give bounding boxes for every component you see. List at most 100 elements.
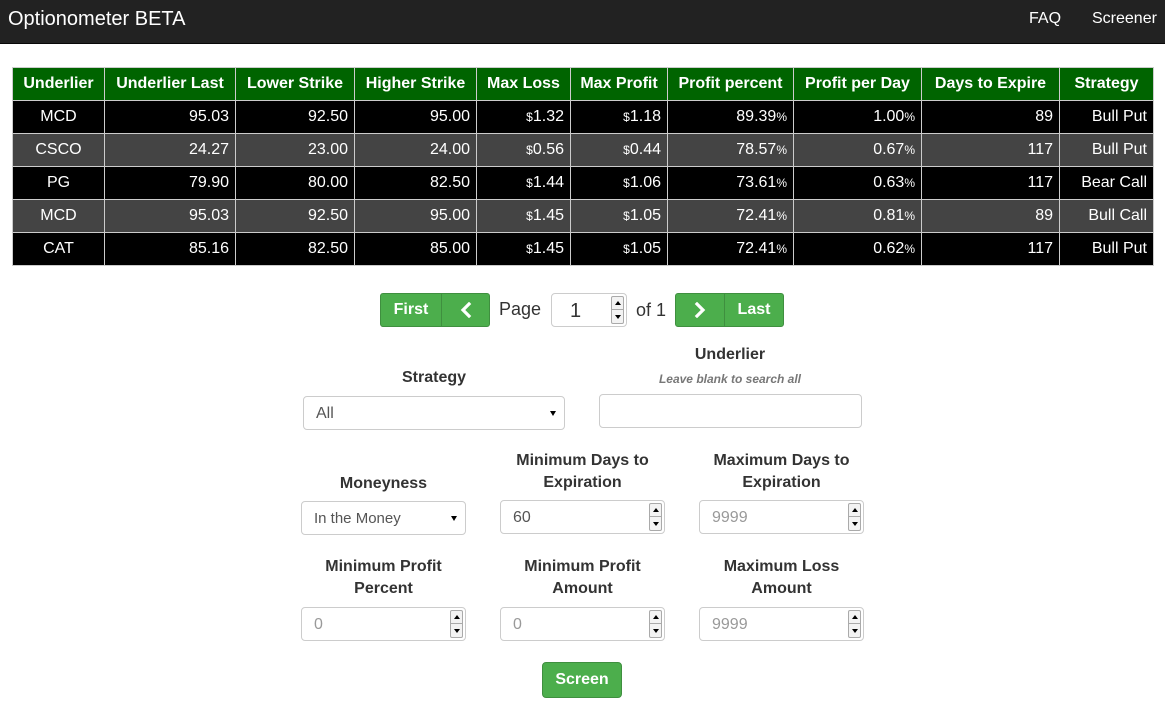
col-underlier[interactable]: Underlier — [12, 67, 105, 101]
cell-days-to-expire: 117 — [921, 133, 1060, 167]
first-page-button[interactable]: First — [380, 293, 442, 327]
col-lower-strike[interactable]: Lower Strike — [235, 67, 355, 101]
page-label: Page — [499, 299, 542, 319]
page-number-input[interactable]: 1 — [551, 293, 627, 327]
cell-profit-per-day-value: 0.63 — [873, 174, 905, 191]
cell-days-to-expire-value: 89 — [1035, 108, 1053, 125]
cell-strategy: Bear Call — [1059, 166, 1154, 200]
min-days-input[interactable]: 60 — [500, 500, 665, 534]
min-profit-pct-spinner[interactable] — [450, 610, 463, 638]
percent-symbol: % — [776, 110, 787, 124]
spin-down-icon[interactable] — [650, 624, 661, 637]
cell-underlier-last-value: 95.03 — [188, 207, 229, 224]
last-page-button[interactable]: Last — [724, 293, 784, 327]
cell-underlier-value: PG — [46, 174, 71, 191]
cell-strategy-value: Bull Put — [1091, 240, 1147, 257]
spin-up-icon[interactable] — [849, 611, 860, 624]
moneyness-select[interactable]: In the Money — [301, 501, 466, 535]
max-loss-amt-label-line1: Maximum Loss — [723, 558, 840, 575]
cell-days-to-expire: 89 — [921, 100, 1060, 134]
cell-lower-strike-value: 92.50 — [307, 108, 348, 125]
currency-symbol: $ — [623, 209, 630, 223]
nav-faq[interactable]: FAQ — [1029, 10, 1062, 27]
cell-higher-strike: 85.00 — [354, 232, 477, 266]
cell-days-to-expire: 117 — [921, 232, 1060, 266]
cell-strategy-value: Bull Put — [1091, 108, 1147, 125]
spin-up-icon[interactable] — [650, 611, 661, 624]
spin-down-icon[interactable] — [451, 624, 462, 637]
cell-max-loss: $1.44 — [476, 166, 571, 200]
cell-underlier-last-value: 79.90 — [188, 174, 229, 191]
underlier-hint: Leave blank to search all — [658, 372, 802, 386]
col-days-to-expire[interactable]: Days to Expire — [921, 67, 1060, 101]
percent-symbol: % — [904, 176, 915, 190]
spin-down-icon[interactable] — [650, 517, 661, 530]
spin-up-icon[interactable] — [612, 297, 623, 310]
page-spinner[interactable] — [611, 296, 624, 324]
spin-up-icon[interactable] — [650, 504, 661, 517]
prev-page-button[interactable] — [441, 293, 490, 327]
min-days-input-value: 60 — [513, 509, 531, 526]
col-higher-strike[interactable]: Higher Strike — [354, 67, 477, 101]
cell-lower-strike-value: 82.50 — [307, 240, 348, 257]
min-days-label: Minimum Days to Expiration — [500, 450, 665, 494]
percent-symbol: % — [776, 242, 787, 256]
underlier-label: Underlier — [694, 346, 766, 363]
cell-max-loss-value: 1.32 — [532, 108, 564, 125]
max-loss-amt-placeholder: 9999 — [712, 616, 748, 633]
cell-max-profit: $1.18 — [570, 100, 668, 134]
col-max-profit[interactable]: Max Profit — [570, 67, 668, 101]
cell-max-loss: $0.56 — [476, 133, 571, 167]
min-profit-amt-input[interactable]: 0 — [500, 607, 665, 641]
col-profit-per-day[interactable]: Profit per Day — [793, 67, 922, 101]
spin-down-icon[interactable] — [849, 624, 860, 637]
max-loss-amt-input[interactable]: 9999 — [699, 607, 864, 641]
min-profit-amt-spinner[interactable] — [649, 610, 662, 638]
screen-button[interactable]: Screen — [542, 662, 622, 698]
col-strategy[interactable]: Strategy — [1059, 67, 1154, 101]
min-days-spinner[interactable] — [649, 503, 662, 531]
underlier-input[interactable] — [599, 394, 862, 428]
cell-profit-percent-value: 72.41 — [736, 207, 777, 224]
strategy-label: Strategy — [401, 369, 467, 386]
percent-symbol: % — [776, 209, 787, 223]
percent-symbol: % — [776, 143, 787, 157]
cell-strategy: Bull Call — [1059, 199, 1154, 233]
brand[interactable]: Optionometer BETA — [8, 8, 186, 30]
table-row: CSCO 24.27 23.00 24.00 $0.56 $0.44 78.57% 0.67%… — [12, 133, 1154, 167]
spin-down-icon[interactable] — [849, 517, 860, 530]
min-profit-pct-placeholder: 0 — [314, 616, 323, 633]
cell-lower-strike: 92.50 — [235, 100, 355, 134]
cell-underlier-value: MCD — [40, 108, 77, 125]
cell-profit-percent: 72.41% — [667, 232, 794, 266]
max-days-input[interactable]: 9999 — [699, 500, 864, 534]
cell-higher-strike-value: 24.00 — [429, 141, 470, 158]
min-profit-pct-input[interactable]: 0 — [301, 607, 466, 641]
spin-down-icon[interactable] — [612, 310, 623, 323]
max-days-label-line2: Expiration — [742, 474, 821, 491]
percent-symbol: % — [904, 209, 915, 223]
strategy-select[interactable]: All — [303, 396, 565, 430]
cell-days-to-expire-value: 117 — [1027, 174, 1053, 191]
nav-screener[interactable]: Screener — [1092, 10, 1157, 27]
cell-profit-percent-value: 78.57 — [736, 141, 777, 158]
cell-underlier-last-value: 24.27 — [188, 141, 229, 158]
spin-up-icon[interactable] — [451, 611, 462, 624]
cell-profit-per-day: 0.67% — [793, 133, 922, 167]
cell-days-to-expire-value: 117 — [1027, 141, 1053, 158]
cell-lower-strike: 23.00 — [235, 133, 355, 167]
cell-profit-per-day: 0.81% — [793, 199, 922, 233]
cell-underlier-value: MCD — [40, 207, 77, 224]
col-max-loss[interactable]: Max Loss — [476, 67, 571, 101]
cell-underlier-last-value: 95.03 — [188, 108, 229, 125]
spin-up-icon[interactable] — [849, 504, 860, 517]
next-page-button[interactable] — [675, 293, 725, 327]
currency-symbol: $ — [526, 143, 533, 157]
col-underlier-last[interactable]: Underlier Last — [104, 67, 236, 101]
cell-max-loss: $1.45 — [476, 199, 571, 233]
max-loss-amt-spinner[interactable] — [848, 610, 861, 638]
col-profit-percent[interactable]: Profit percent — [667, 67, 794, 101]
cell-max-profit-value: 1.06 — [629, 174, 661, 191]
max-days-spinner[interactable] — [848, 503, 861, 531]
cell-underlier: MCD — [12, 100, 105, 134]
